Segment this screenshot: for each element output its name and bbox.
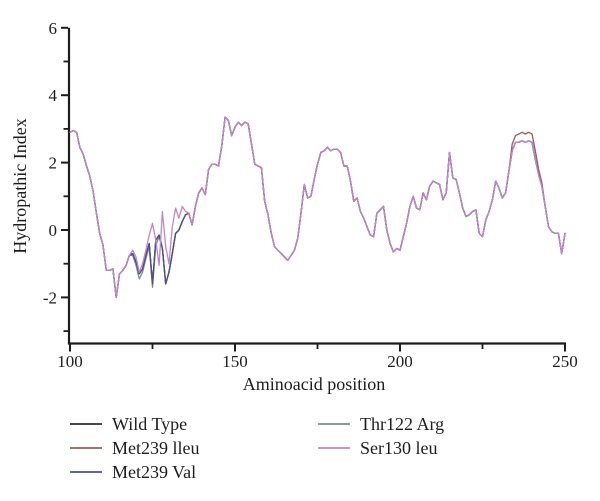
y-tick-label-0: 0 — [49, 221, 58, 240]
legend-item-ser130-leu: Ser130 leu — [318, 438, 437, 458]
legend-label-wild-type: Wild Type — [112, 414, 187, 434]
y-tick-label-6: 6 — [49, 19, 58, 38]
y-tick-label-2: 2 — [49, 154, 58, 173]
axes-layer: -2 0 2 4 6 100 150 200 250 — [43, 19, 578, 371]
x-tick-label-200: 200 — [387, 352, 413, 371]
legend-label-ser130-leu: Ser130 leu — [360, 438, 437, 458]
legend-item-met239-val: Met239 Val — [70, 462, 196, 482]
y-tick-label--2: -2 — [43, 288, 57, 307]
legend-label-met239-val: Met239 Val — [112, 462, 196, 482]
legend-item-met239-lleu: Met239 lleu — [70, 438, 200, 458]
labels-layer: Hydropathic Index Aminoacid position — [10, 118, 385, 394]
y-tick-label-4: 4 — [49, 86, 58, 105]
series-layer — [69, 116, 566, 299]
legend-item-thr122-arg: Thr122 Arg — [318, 414, 444, 434]
legend-label-met239-lleu: Met239 lleu — [112, 438, 200, 458]
legend-item-wild-type: Wild Type — [70, 414, 187, 434]
series-line-ser130-leu — [69, 116, 566, 299]
x-tick-label-250: 250 — [552, 352, 578, 371]
y-axis-title: Hydropathic Index — [10, 118, 30, 253]
x-tick-label-150: 150 — [222, 352, 248, 371]
x-tick-label-100: 100 — [57, 352, 83, 371]
legend: Wild Type Met239 lleu Met239 Val Thr122 Arg… — [70, 414, 444, 482]
legend-label-thr122-arg: Thr122 Arg — [360, 414, 444, 434]
x-axis-title: Aminoacid position — [243, 374, 386, 394]
